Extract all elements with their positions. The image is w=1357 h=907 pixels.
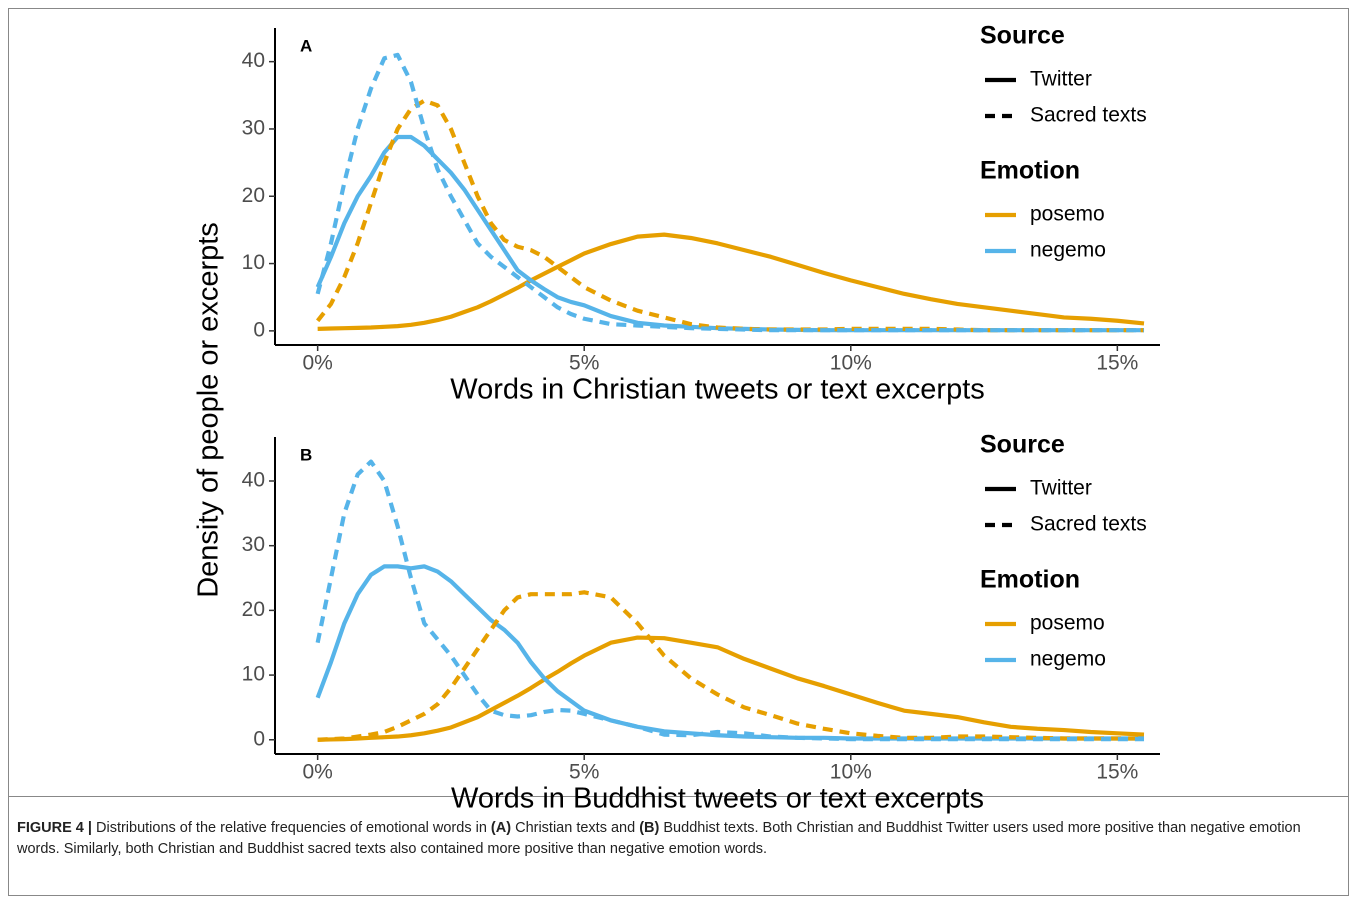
x-tick-label: 5% [569,352,599,375]
y-tick-label: 10 [242,663,265,686]
y-tick-label: 30 [242,533,265,556]
y-axis-label: Density of people or excerpts [193,222,225,598]
x-tick-label: 0% [302,352,332,375]
panel-label: A [300,36,312,55]
legend-label: Sacred texts [1030,513,1147,536]
x-tick-label: 0% [302,761,332,784]
caption-text: (B) [639,820,660,836]
density-line [317,635,1145,742]
legend-label: Twitter [1030,477,1092,500]
legend-label: negemo [1030,239,1106,262]
caption-text: (A) [490,820,512,836]
caption-text: FIGURE 4 | [17,820,92,836]
density-line [315,52,1145,333]
legend-label: posemo [1030,203,1105,226]
y-tick-label: 0 [253,318,265,341]
x-tick-label: 10% [830,352,872,375]
y-tick-label: 10 [242,251,265,274]
panel-label: B [300,445,312,464]
legend-title: Emotion [980,566,1080,594]
caption: FIGURE 4 | Distributions of the relative… [17,818,1335,860]
x-tick-label: 15% [1096,352,1138,375]
legend-label: posemo [1030,612,1105,635]
legend-title: Emotion [980,157,1080,185]
y-tick-label: 30 [242,117,265,140]
x-tick-label: 10% [830,761,872,784]
legend-label: Sacred texts [1030,104,1147,127]
legend-title: Source [980,431,1065,459]
x-tick-label: 15% [1096,761,1138,784]
legend-label: negemo [1030,648,1106,671]
density-line [317,590,1145,742]
density-line [315,459,1145,742]
y-tick-label: 20 [242,184,265,207]
density-line [316,98,1145,333]
y-tick-label: 40 [242,49,265,72]
y-tick-label: 0 [253,727,265,750]
legend-title: Source [980,22,1065,50]
x-axis-label: Words in Christian tweets or text excerp… [450,374,985,406]
caption-text: Buddhist texts. Both Christian and Buddh… [17,820,1301,857]
x-tick-label: 5% [569,761,599,784]
figure-frame [8,8,1349,896]
y-tick-label: 20 [242,598,265,621]
caption-text: Distributions of the relative frequencie… [91,820,491,836]
legend-label: Twitter [1030,68,1092,91]
y-tick-label: 40 [242,469,265,492]
x-axis-label: Words in Buddhist tweets or text excerpt… [451,783,984,815]
caption-text: Christian texts and [511,820,640,836]
density-line [317,232,1145,331]
